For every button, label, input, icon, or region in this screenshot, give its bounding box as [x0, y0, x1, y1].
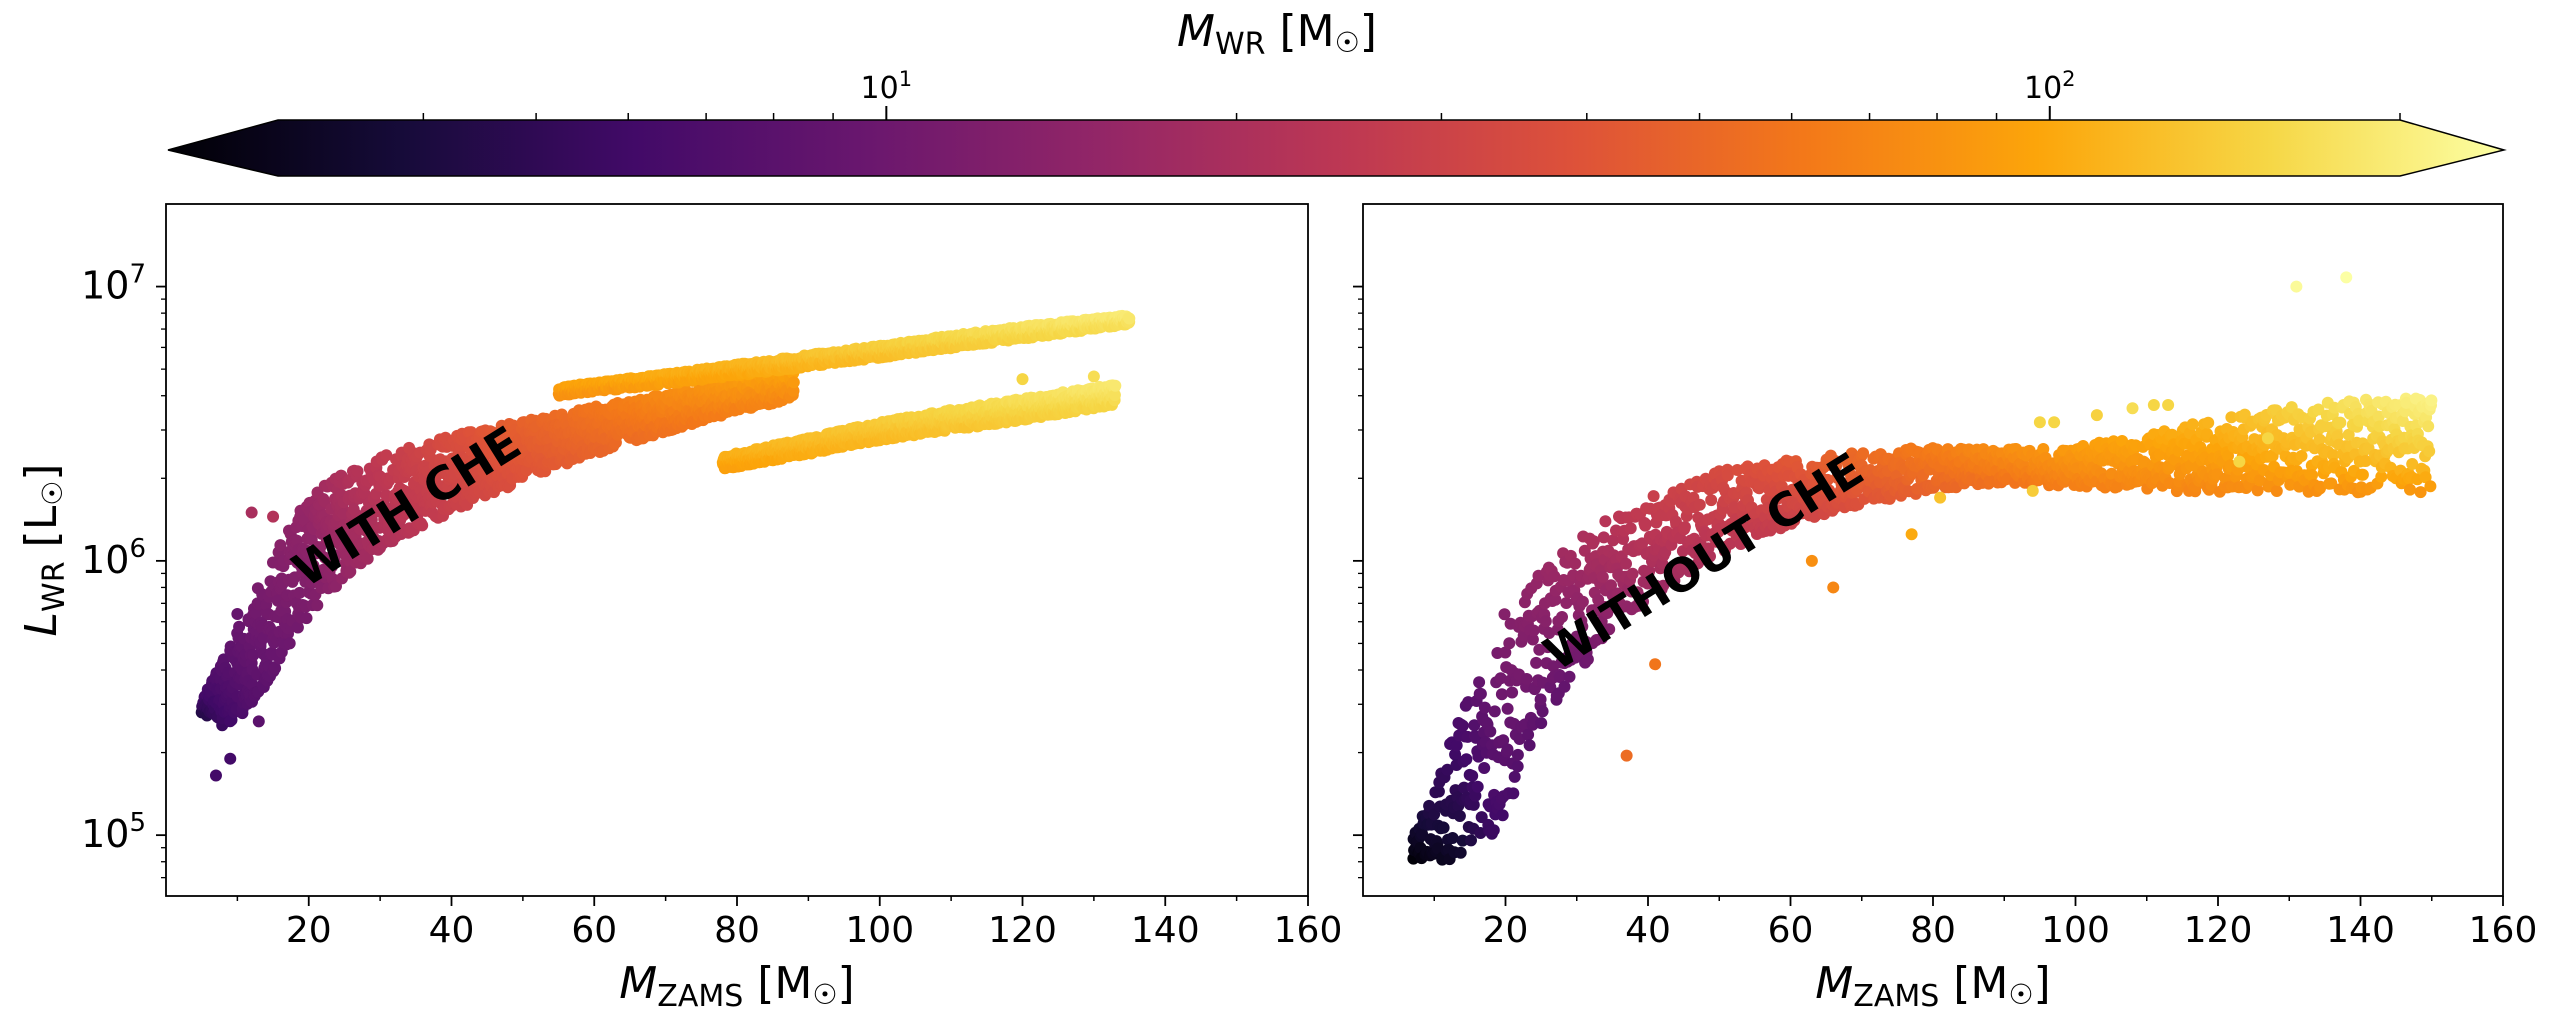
scatter-point — [788, 376, 800, 388]
scatter-point — [352, 465, 364, 477]
colorbar-tick-label: 101 — [861, 67, 913, 106]
scatter-point — [311, 599, 323, 611]
colorbar: MWR [M☉] 101 102 — [168, 6, 2504, 176]
colorbar-tick-label: 102 — [2024, 67, 2076, 106]
colorbar-ticks: 101 102 — [423, 67, 2400, 120]
colorbar-gradient — [168, 120, 2504, 176]
scatter-point — [1123, 313, 1135, 325]
scatter-point — [284, 637, 296, 649]
colorbar-label: MWR [M☉] — [1177, 6, 1377, 62]
scatter-point — [301, 612, 313, 624]
